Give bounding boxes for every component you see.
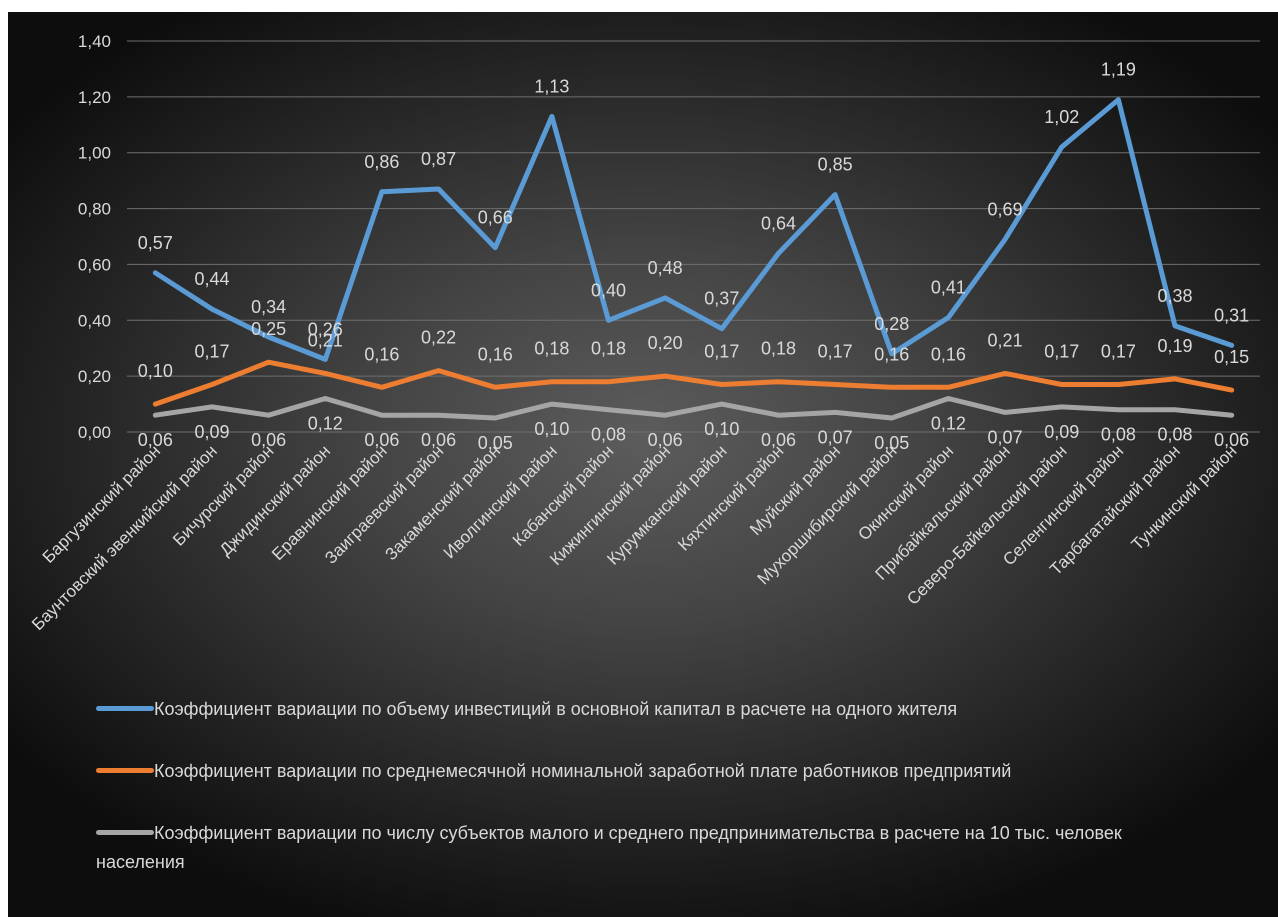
data-label-salary-5: 0,22 <box>421 328 456 348</box>
data-label-salary-6: 0,16 <box>478 344 513 364</box>
data-label-salary-7: 0,18 <box>534 339 569 359</box>
x-tick-label-11: Кяхтинский район <box>674 441 787 554</box>
data-label-sme-17: 0,08 <box>1101 425 1136 445</box>
data-label-salary-4: 0,16 <box>364 344 399 364</box>
data-label-sme-19: 0,06 <box>1214 430 1249 450</box>
data-label-salary-13: 0,16 <box>874 344 909 364</box>
data-label-investment-18: 0,38 <box>1158 286 1193 306</box>
data-label-investment-6: 0,66 <box>478 208 513 228</box>
y-tick-label-5: 1,00 <box>78 144 111 163</box>
data-label-sme-18: 0,08 <box>1158 425 1193 445</box>
data-label-sme-9: 0,06 <box>648 430 683 450</box>
legend-item-sme: Коэффициент вариации по числу субъектов … <box>96 819 1176 877</box>
legend-item-investment: Коэффициент вариации по объему инвестици… <box>96 695 957 724</box>
data-label-investment-3: 0,26 <box>308 319 343 339</box>
data-label-investment-4: 0,86 <box>364 152 399 172</box>
data-label-salary-1: 0,17 <box>194 342 229 362</box>
data-label-investment-19: 0,31 <box>1214 305 1249 325</box>
data-label-salary-15: 0,21 <box>988 330 1023 350</box>
data-label-salary-0: 0,10 <box>138 361 173 381</box>
data-label-salary-11: 0,18 <box>761 339 796 359</box>
legend-label-investment: Коэффициент вариации по объему инвестици… <box>154 699 958 719</box>
data-label-sme-3: 0,12 <box>308 413 343 433</box>
data-label-investment-7: 1,13 <box>534 76 569 96</box>
data-label-sme-14: 0,12 <box>931 413 966 433</box>
data-label-investment-1: 0,44 <box>194 269 229 289</box>
data-label-investment-14: 0,41 <box>931 277 966 297</box>
y-tick-label-2: 0,40 <box>78 311 111 330</box>
data-label-salary-2: 0,25 <box>251 319 286 339</box>
data-label-salary-8: 0,18 <box>591 339 626 359</box>
data-label-investment-2: 0,34 <box>251 297 286 317</box>
legend-swatch-sme <box>96 830 154 835</box>
data-label-sme-0: 0,06 <box>138 430 173 450</box>
data-label-sme-11: 0,06 <box>761 430 796 450</box>
series-line-investment <box>152 97 1235 362</box>
series-line-sme <box>152 396 1235 421</box>
data-label-salary-18: 0,19 <box>1158 336 1193 356</box>
x-tick-label-19: Тункинский район <box>1128 441 1241 554</box>
data-label-investment-8: 0,40 <box>591 280 626 300</box>
chart-panel <box>8 12 1278 917</box>
data-label-investment-13: 0,28 <box>874 314 909 334</box>
data-label-salary-12: 0,17 <box>818 342 853 362</box>
x-tick-label-8: Кабанский район <box>509 441 618 550</box>
series-line-salary <box>152 359 1235 407</box>
data-label-salary-19: 0,15 <box>1214 347 1249 367</box>
data-label-salary-3: 0,21 <box>308 330 343 350</box>
y-tick-label-6: 1,20 <box>78 88 111 107</box>
data-label-sme-5: 0,06 <box>421 430 456 450</box>
y-tick-label-4: 0,80 <box>78 200 111 219</box>
data-label-investment-15: 0,69 <box>988 199 1023 219</box>
data-label-sme-13: 0,05 <box>874 433 909 453</box>
x-tick-label-3: Джидинский район <box>216 441 334 559</box>
y-tick-label-7: 1,40 <box>78 32 111 51</box>
data-label-salary-17: 0,17 <box>1101 342 1136 362</box>
data-label-sme-12: 0,07 <box>818 427 853 447</box>
data-label-investment-5: 0,87 <box>421 149 456 169</box>
data-label-salary-10: 0,17 <box>704 342 739 362</box>
data-label-sme-2: 0,06 <box>251 430 286 450</box>
data-label-salary-9: 0,20 <box>648 333 683 353</box>
data-label-investment-12: 0,85 <box>818 155 853 175</box>
data-label-sme-16: 0,09 <box>1044 422 1079 442</box>
data-label-sme-10: 0,10 <box>704 419 739 439</box>
y-tick-label-3: 0,60 <box>78 255 111 274</box>
data-label-sme-15: 0,07 <box>988 427 1023 447</box>
data-label-investment-10: 0,37 <box>704 289 739 309</box>
legend-label-salary: Коэффициент вариации по среднемесячной н… <box>154 761 1012 781</box>
data-label-investment-0: 0,57 <box>138 233 173 253</box>
data-label-sme-7: 0,10 <box>534 419 569 439</box>
data-label-investment-16: 1,02 <box>1044 107 1079 127</box>
y-tick-label-1: 0,20 <box>78 367 111 386</box>
data-label-salary-16: 0,17 <box>1044 342 1079 362</box>
data-label-sme-6: 0,05 <box>478 433 513 453</box>
legend-swatch-salary <box>96 768 154 773</box>
data-label-salary-14: 0,16 <box>931 344 966 364</box>
y-tick-label-0: 0,00 <box>78 423 111 442</box>
x-tick-label-14: Окинский район <box>854 441 957 544</box>
data-label-investment-9: 0,48 <box>648 258 683 278</box>
data-label-investment-17: 1,19 <box>1101 60 1136 80</box>
x-tick-label-2: Бичурский район <box>169 441 277 549</box>
data-label-investment-11: 0,64 <box>761 213 796 233</box>
data-label-sme-1: 0,09 <box>194 422 229 442</box>
legend-label-sme: Коэффициент вариации по числу субъектов … <box>96 823 1122 872</box>
legend-swatch-investment <box>96 706 154 711</box>
data-label-sme-8: 0,08 <box>591 425 626 445</box>
legend-item-salary: Коэффициент вариации по среднемесячной н… <box>96 757 1011 786</box>
data-label-sme-4: 0,06 <box>364 430 399 450</box>
